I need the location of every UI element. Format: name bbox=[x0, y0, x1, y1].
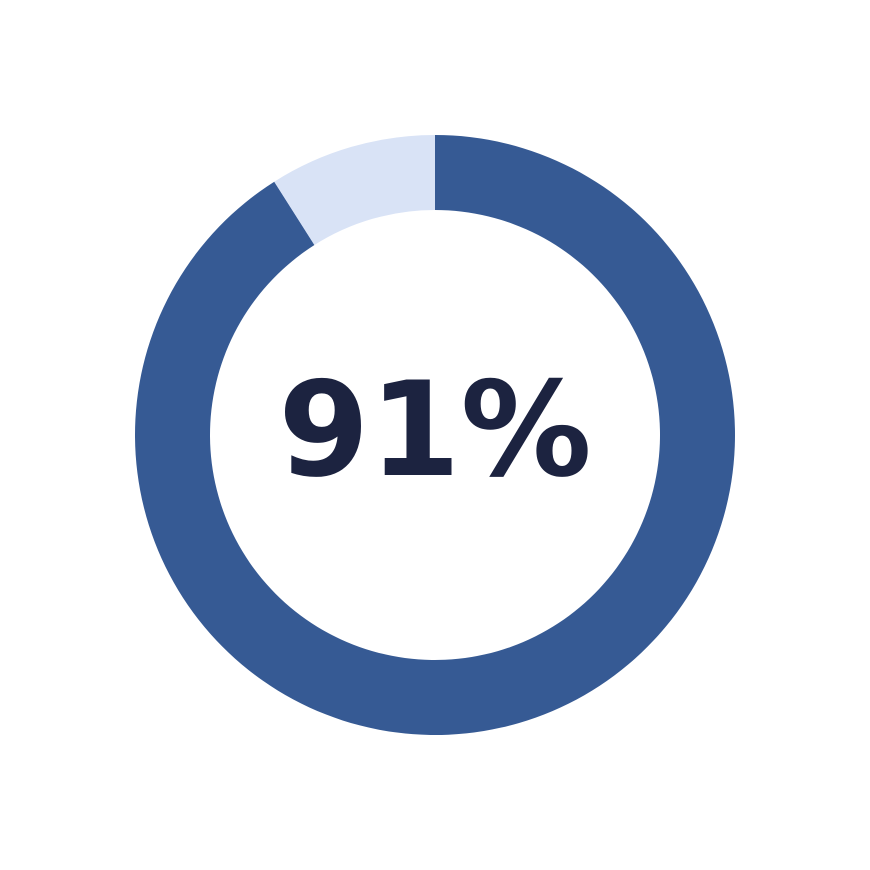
donut-slices bbox=[134, 135, 735, 735]
donut-slice-remaining bbox=[274, 135, 435, 246]
center-percentage-label: 91% bbox=[278, 353, 592, 506]
